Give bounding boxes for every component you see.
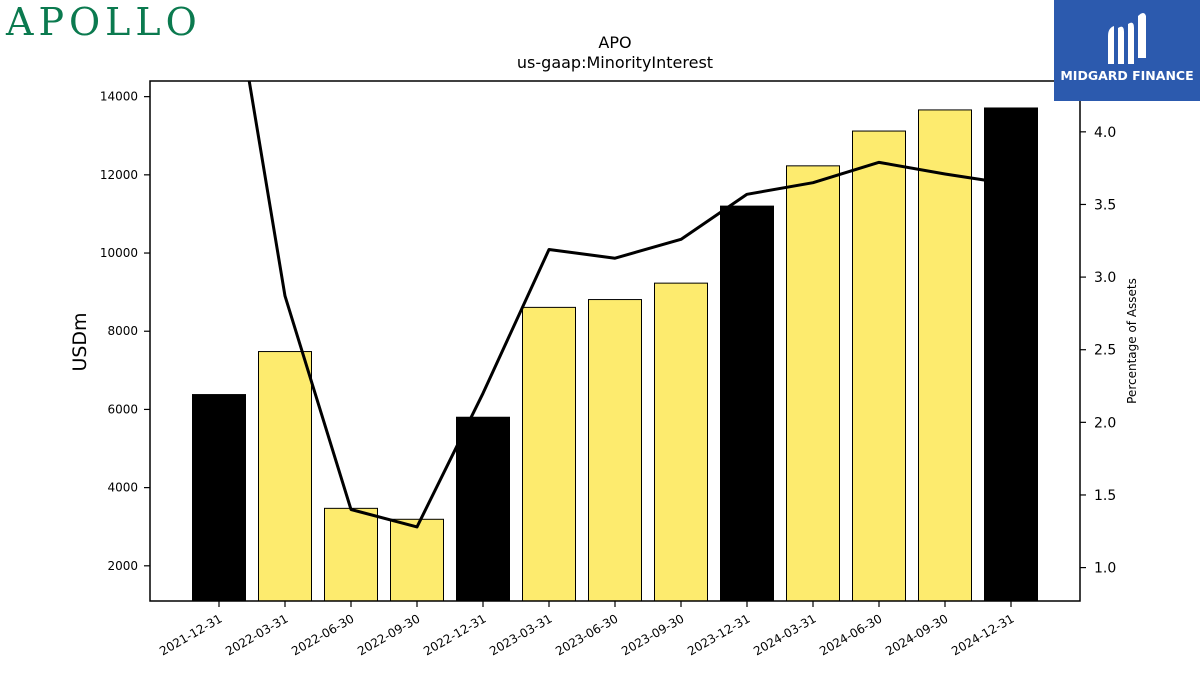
y-axis-right: 1.0 1.5 2.0 2.5 3.0 3.5 4.0	[1080, 125, 1116, 577]
y-axis-left: 2000 4000 6000 8000 10000 12000 14000	[100, 90, 150, 573]
y-tick-label: 14000	[100, 90, 138, 104]
y2-tick-label: 3.0	[1094, 270, 1116, 286]
y-tick-label: 6000	[107, 402, 138, 416]
bar-2021-12-31	[192, 394, 246, 602]
y-tick-label: 10000	[100, 246, 138, 260]
bar-2022-09-30	[390, 518, 444, 602]
x-tick-label: 2022-03-31	[223, 611, 290, 658]
x-axis: 2021-12-312022-03-312022-06-302022-09-30…	[157, 601, 1017, 658]
bar-2023-03-31	[522, 306, 576, 602]
x-tick-label: 2022-12-31	[421, 611, 488, 658]
line-group	[247, 81, 1012, 529]
x-tick-label: 2023-03-31	[487, 611, 554, 658]
x-tick-label: 2024-06-30	[817, 611, 884, 658]
y2-tick-label: 3.5	[1094, 197, 1116, 213]
y2-axis-label: Percentage of Assets	[1125, 278, 1139, 404]
bar-2023-06-30	[588, 299, 642, 602]
midgard-mark-icon	[1108, 13, 1146, 65]
y2-tick-label: 2.0	[1094, 415, 1116, 431]
bar-2022-12-31	[456, 416, 510, 602]
y-tick-label: 2000	[107, 559, 138, 573]
y2-tick-label: 4.0	[1094, 125, 1116, 141]
x-tick-label: 2024-12-31	[949, 611, 1016, 658]
x-tick-label: 2023-12-31	[685, 611, 752, 658]
y2-tick-label: 1.0	[1094, 561, 1116, 577]
y2-tick-label: 2.5	[1094, 343, 1116, 359]
bar-2023-09-30	[654, 282, 708, 602]
bar-2024-12-31	[984, 107, 1038, 602]
bar-2023-12-31	[720, 205, 774, 602]
bar-2022-06-30	[324, 507, 378, 602]
x-tick-label: 2024-09-30	[883, 611, 950, 658]
bars-group	[192, 107, 1038, 602]
bar-2024-06-30	[852, 130, 906, 602]
midgard-brand-text: MIDGARD FINANCE	[1060, 68, 1194, 83]
bar-2024-03-31	[786, 165, 840, 602]
x-tick-label: 2022-06-30	[289, 611, 356, 658]
y-tick-label: 4000	[107, 481, 138, 495]
x-tick-label: 2021-12-31	[157, 611, 224, 658]
percentage-line	[247, 81, 1012, 529]
chart-title: APO	[598, 33, 631, 52]
bar-2024-09-30	[918, 109, 972, 602]
bar-2022-03-31	[258, 351, 312, 602]
x-tick-label: 2023-06-30	[553, 611, 620, 658]
y-tick-label: 8000	[107, 324, 138, 338]
x-tick-label: 2022-09-30	[355, 611, 422, 658]
x-tick-label: 2024-03-31	[751, 611, 818, 658]
chart-subtitle: us-gaap:MinorityInterest	[517, 53, 713, 72]
y-tick-label: 12000	[100, 168, 138, 182]
x-tick-label: 2023-09-30	[619, 611, 686, 658]
y-axis-label: USDm	[69, 312, 91, 371]
apollo-logo: APOLLO	[6, 0, 202, 44]
midgard-finance-logo: MIDGARD FINANCE	[1054, 0, 1200, 101]
y2-tick-label: 1.5	[1094, 488, 1116, 504]
